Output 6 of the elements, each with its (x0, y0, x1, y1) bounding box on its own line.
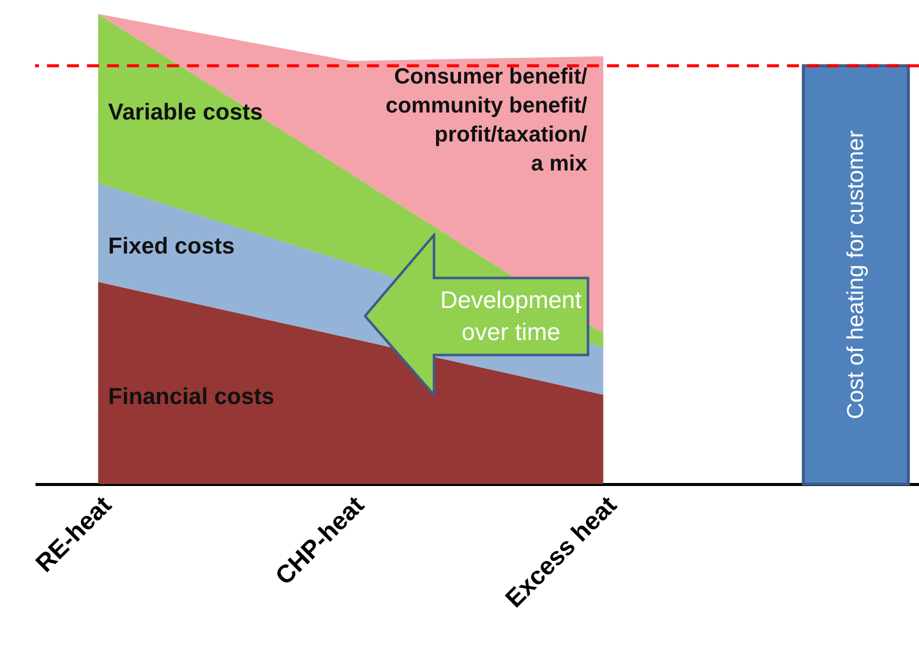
series-label: Fixed costs (108, 232, 235, 259)
series-label: Cost of heating for customer (842, 130, 868, 420)
series-label: Consumer benefit/ community benefit/ profit/taxation/ a mix (386, 63, 588, 176)
annotation: Development over time (439, 286, 583, 348)
series-label: Financial costs (108, 382, 274, 409)
series-label: Variable costs (108, 98, 263, 125)
